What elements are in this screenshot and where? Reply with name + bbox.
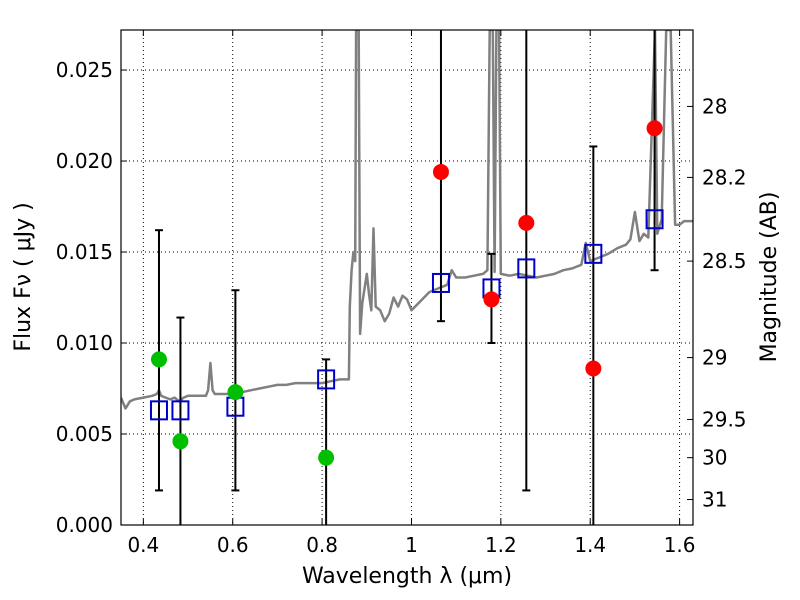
- right-axis-label: Magnitude (AB): [757, 192, 782, 363]
- x-tick-label: 0.8: [306, 533, 338, 557]
- y-tick-label: 0.015: [56, 240, 113, 264]
- y-tick-label: 0.005: [56, 422, 113, 446]
- green-data-point: [172, 433, 189, 450]
- axis-ticks: 0.4 0.6 0.8 1 1.2 1.4 1.6 0.000 0.005 0.010 0.015 0…: [56, 30, 747, 557]
- right-tick-label: 29: [702, 346, 727, 370]
- red-data-point: [585, 360, 602, 377]
- x-tick-label: 1.4: [574, 533, 606, 557]
- grid: [121, 30, 693, 525]
- plot-content: [121, 30, 693, 525]
- right-tick-label: 31: [702, 488, 727, 512]
- x-tick-label: 1.6: [664, 533, 696, 557]
- green-data-point: [227, 384, 244, 401]
- red-data-point: [518, 214, 535, 231]
- y-tick-label: 0.020: [56, 149, 113, 173]
- model-bandpass-square: [584, 243, 603, 264]
- y-tick-label: 0.000: [56, 513, 113, 537]
- right-tick-label: 30: [702, 446, 727, 470]
- right-tick-label: 29.5: [702, 407, 747, 431]
- x-tick-label: 0.6: [217, 533, 249, 557]
- y-axis-label: Flux Fν ( μJy ): [11, 202, 36, 351]
- x-tick-label: 1.2: [485, 533, 517, 557]
- red-data-point: [483, 291, 500, 308]
- plot-area: [121, 30, 693, 525]
- x-axis-label: Wavelength λ (μm): [302, 564, 512, 589]
- x-tick-label: 1: [405, 533, 418, 557]
- red-data-point: [432, 163, 449, 180]
- model-bandpass-square: [645, 209, 664, 230]
- right-tick-label: 28: [702, 94, 727, 118]
- model-bandpass-square: [317, 369, 336, 390]
- right-tick-label: 28.2: [702, 165, 747, 189]
- y-tick-label: 0.025: [56, 58, 113, 82]
- model-bandpass-square: [171, 400, 190, 421]
- right-tick-label: 28.5: [702, 249, 747, 273]
- red-data-point: [646, 120, 663, 137]
- model-sed-line: [121, 30, 693, 410]
- model-bandpass-square: [517, 258, 536, 279]
- plot-frame: [120, 29, 694, 526]
- model-bandpass-square: [149, 400, 168, 421]
- green-data-point: [150, 351, 167, 368]
- green-data-point: [318, 449, 335, 466]
- y-tick-label: 0.010: [56, 331, 113, 355]
- model-bandpass-square: [431, 272, 450, 293]
- x-tick-label: 0.4: [127, 533, 159, 557]
